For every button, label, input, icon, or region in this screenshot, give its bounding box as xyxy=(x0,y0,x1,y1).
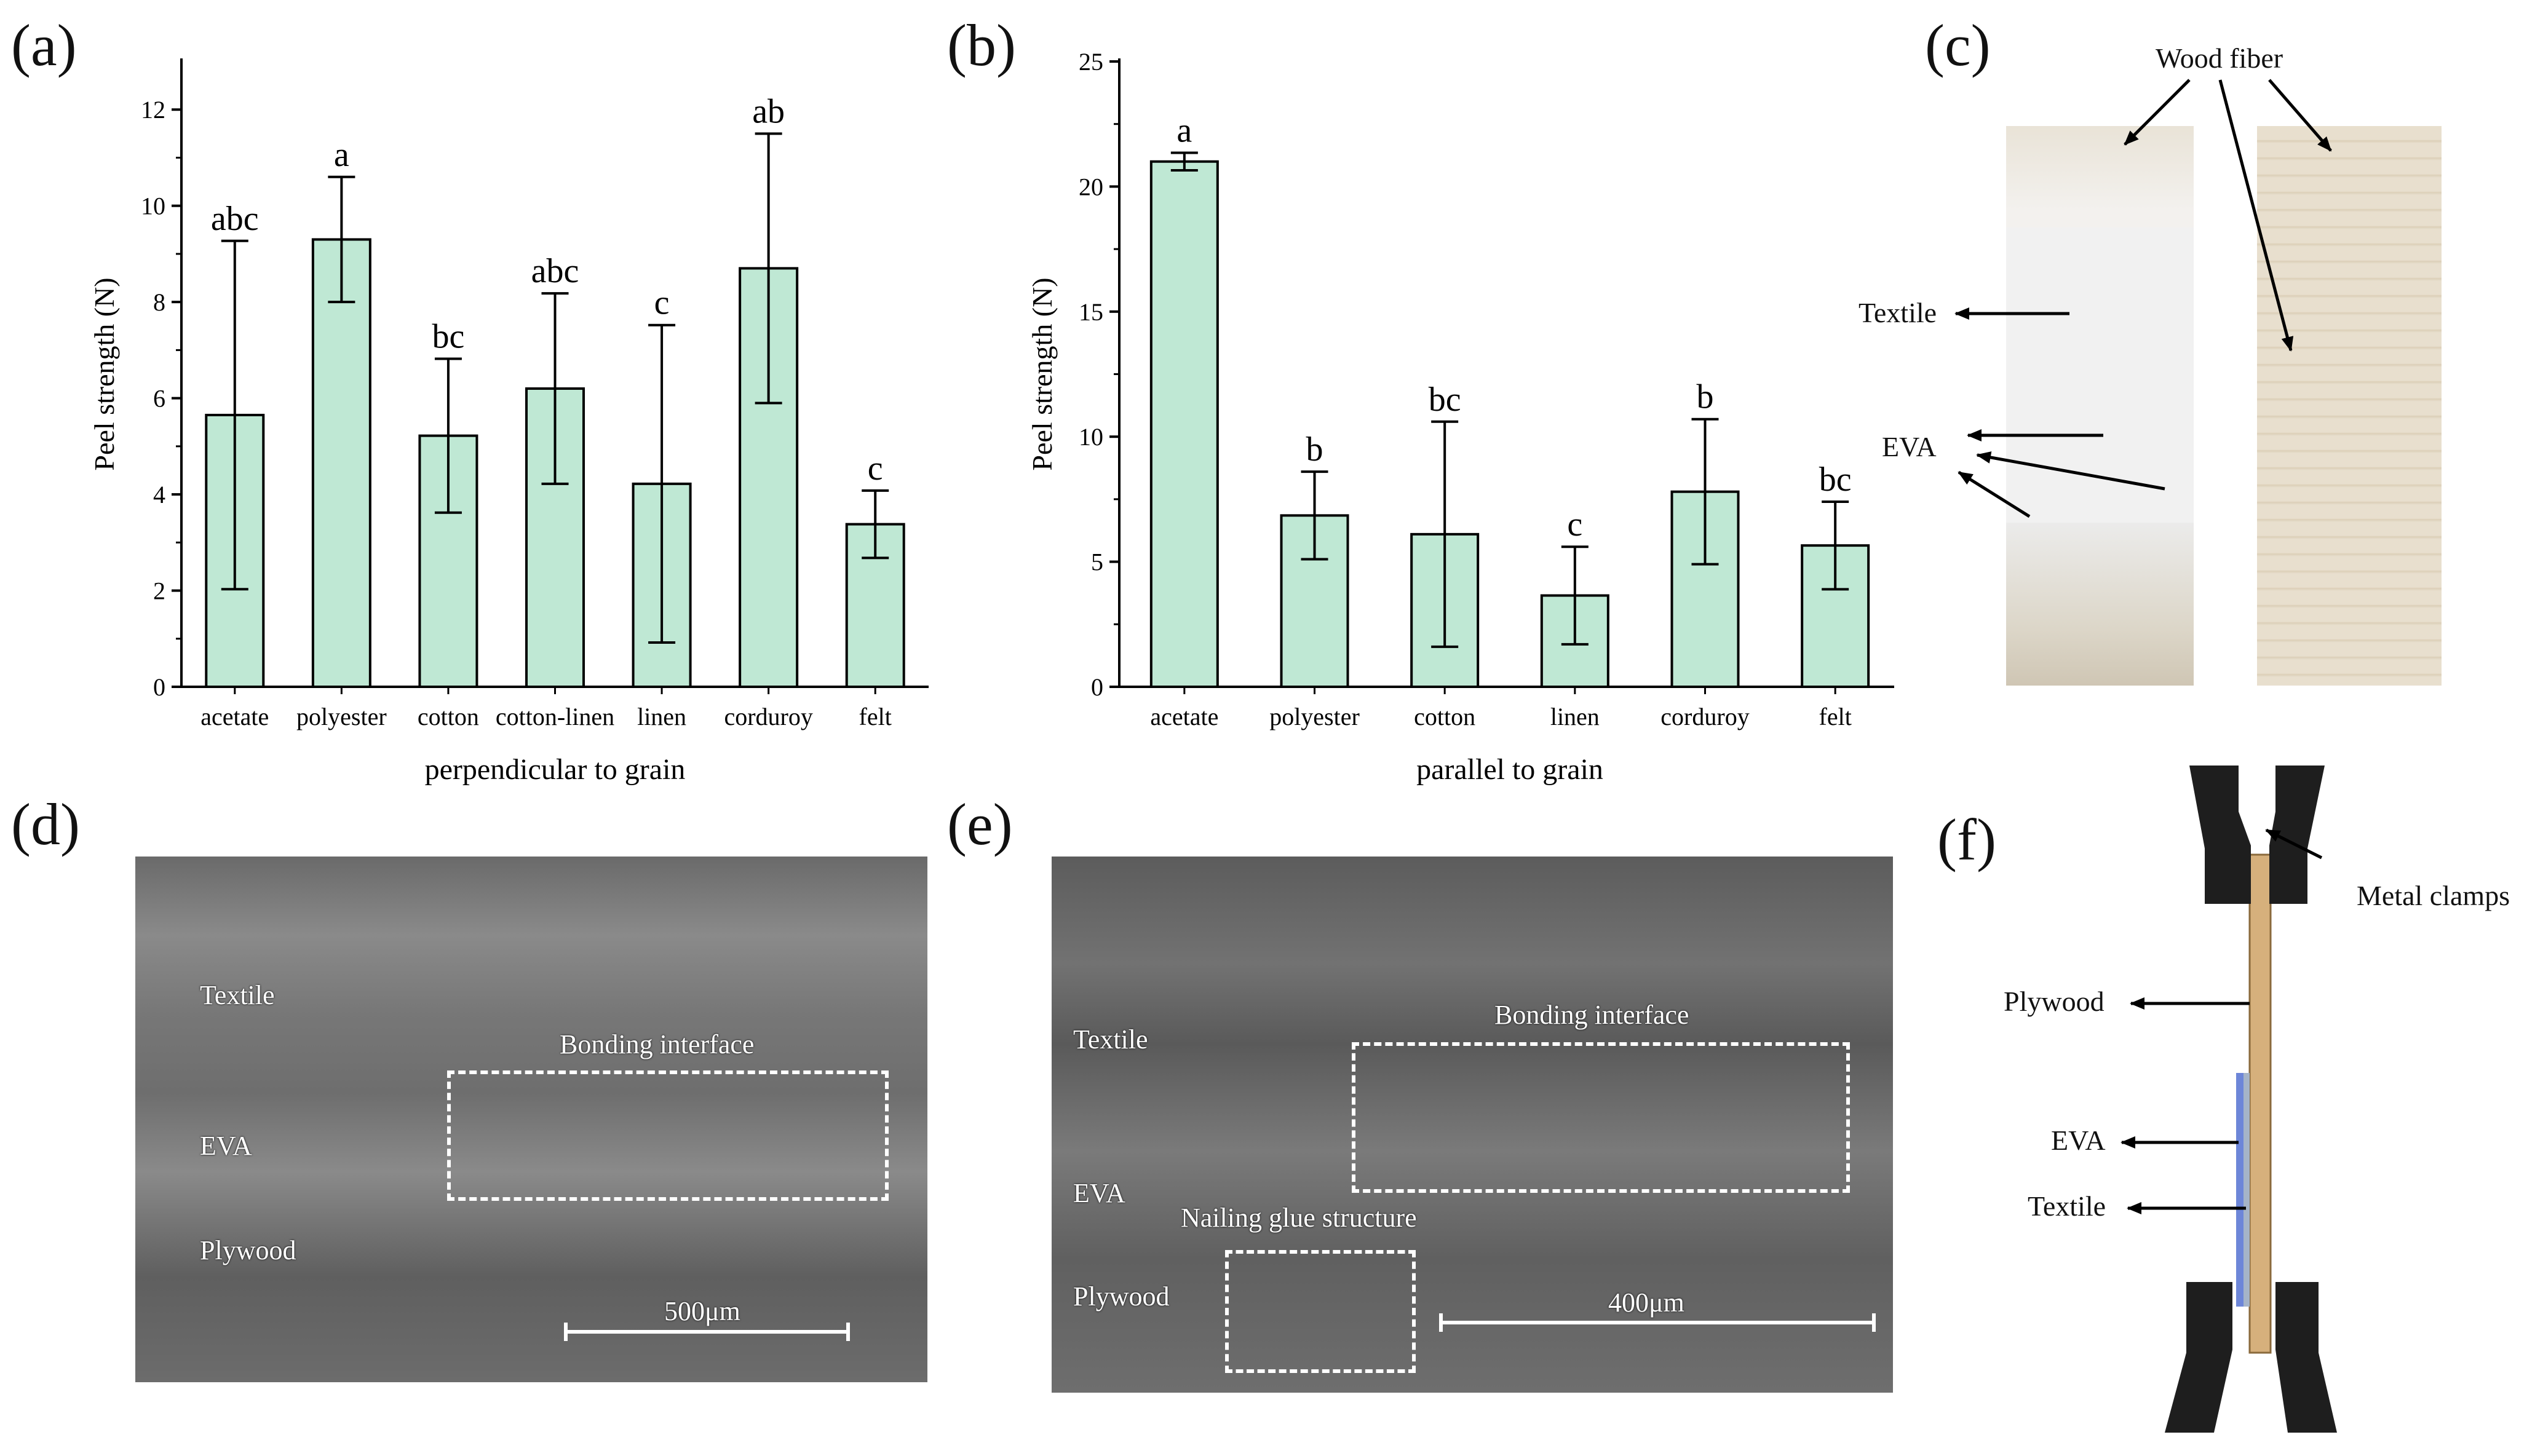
label-plywood-e: Plywood xyxy=(1073,1281,1170,1312)
x-tick-label-b-acetate: acetate xyxy=(1150,703,1218,730)
y-tick-label-a: 6 xyxy=(153,385,165,413)
x-tick-label-b-felt: felt xyxy=(1819,703,1852,730)
significance-letter-a-polyester: a xyxy=(334,136,349,174)
y-tick-label-b: 15 xyxy=(1079,298,1103,326)
y-tick-label-b: 5 xyxy=(1091,548,1103,576)
significance-letter-a-cotton: bc xyxy=(432,317,464,355)
scale-label-d: 500μm xyxy=(664,1296,740,1326)
scale-label-e: 400μm xyxy=(1608,1288,1684,1318)
eva-layer-f xyxy=(2236,1073,2243,1307)
plywood-strip xyxy=(2248,853,2272,1354)
x-tick-label-b-linen: linen xyxy=(1550,703,1600,730)
top-clamp-left xyxy=(2189,766,2251,904)
significance-letter-a-linen: c xyxy=(654,284,670,322)
x-tick-label-a-corduroy: corduroy xyxy=(724,703,812,730)
top-clamp-right xyxy=(2269,766,2325,904)
significance-letter-a-corduroy: ab xyxy=(752,92,785,130)
y-tick-label-a: 0 xyxy=(153,673,165,701)
panel-label-e: (e) xyxy=(947,791,1013,857)
y-tick-label-a: 10 xyxy=(141,192,165,220)
peel-photo-right xyxy=(2257,126,2442,686)
panel-label-c: (c) xyxy=(1925,12,1991,78)
x-tick-label-b-corduroy: corduroy xyxy=(1660,703,1749,730)
x-tick-label-a-cotton: cotton xyxy=(418,703,479,730)
x-axis-label-b: parallel to grain xyxy=(1416,753,1603,786)
label-metal-clamps: Metal clamps xyxy=(2357,880,2510,911)
label-textile-c: Textile xyxy=(1859,297,1937,328)
nailing-structure-box-e xyxy=(1225,1250,1416,1373)
significance-letter-b-polyester: b xyxy=(1306,430,1323,469)
label-plywood-f: Plywood xyxy=(2004,986,2105,1017)
significance-letter-b-cotton: bc xyxy=(1429,381,1461,419)
label-wood-fiber: Wood fiber xyxy=(2156,42,2283,74)
x-tick-label-a-felt: felt xyxy=(859,703,892,730)
y-tick-label-b: 25 xyxy=(1079,48,1103,76)
y-tick-label-b: 20 xyxy=(1079,173,1103,200)
label-bonding-e: Bonding interface xyxy=(1494,1000,1689,1030)
label-textile-e: Textile xyxy=(1073,1024,1148,1054)
significance-letter-b-felt: bc xyxy=(1819,461,1852,499)
y-tick-label-a: 2 xyxy=(153,577,165,605)
arrow-clamps xyxy=(2265,828,2323,860)
significance-letter-a-acetate: abc xyxy=(211,200,259,238)
x-tick-label-a-polyester: polyester xyxy=(296,703,387,730)
significance-letter-b-corduroy: b xyxy=(1697,378,1714,416)
y-tick-label-b: 0 xyxy=(1091,673,1103,701)
label-eva-e: EVA xyxy=(1073,1178,1125,1208)
label-plywood-d: Plywood xyxy=(200,1235,296,1265)
bar-a-polyester xyxy=(311,238,371,688)
y-tick-label-a: 8 xyxy=(153,288,165,316)
label-eva-f: EVA xyxy=(2051,1125,2106,1156)
bar-b-acetate xyxy=(1149,160,1219,689)
arrow-eva-c-2 xyxy=(1976,451,2165,491)
y-tick-label-a: 4 xyxy=(153,481,165,508)
label-nailing-e: Nailing glue structure xyxy=(1181,1203,1417,1233)
y-axis-label-a: Peel strength (N) xyxy=(89,277,120,470)
panel-label-a: (a) xyxy=(11,12,77,78)
panel-label-b: (b) xyxy=(947,12,1016,78)
y-tick-label-a: 12 xyxy=(141,96,165,124)
bar-charts: 0 2 4 6 8 10 12 Peel strength (N) perpendicular … xyxy=(89,48,1894,786)
y-tick-label-b: 10 xyxy=(1079,423,1103,451)
scale-bar-e xyxy=(1439,1313,1876,1332)
scale-bar-d xyxy=(564,1323,850,1341)
label-bonding-d: Bonding interface xyxy=(560,1029,755,1059)
bonding-interface-box-d xyxy=(447,1070,889,1201)
x-tick-label-a-cotton-linen: cotton-linen xyxy=(496,703,614,730)
significance-letter-a-felt: c xyxy=(868,449,883,488)
sem-image-e: Textile Bonding interface EVA Nailing gl… xyxy=(1052,857,1893,1393)
significance-letter-a-cotton-linen: abc xyxy=(531,252,579,290)
arrow-wood-fiber-2 xyxy=(2218,79,2294,352)
x-tick-label-b-polyester: polyester xyxy=(1269,703,1360,730)
arrow-wood-fiber-1 xyxy=(2124,79,2191,146)
bonding-interface-box-e xyxy=(1352,1042,1850,1193)
sem-image-d: Textile Bonding interface EVA Plywood 50… xyxy=(135,857,927,1382)
significance-letter-b-linen: c xyxy=(1567,505,1582,544)
textile-layer-f xyxy=(2243,1073,2250,1307)
x-tick-label-a-acetate: acetate xyxy=(200,703,269,730)
y-axis-label-b: Peel strength (N) xyxy=(1026,277,1058,470)
textile-layer xyxy=(2006,228,2194,523)
label-textile-d: Textile xyxy=(200,980,275,1010)
x-tick-label-a-linen: linen xyxy=(637,703,686,730)
label-textile-f: Textile xyxy=(2028,1190,2106,1222)
x-axis-label-a: perpendicular to grain xyxy=(425,753,686,786)
x-tick-label-b-cotton: cotton xyxy=(1414,703,1475,730)
arrow-eva-c-3 xyxy=(1958,470,2031,518)
label-eva-d: EVA xyxy=(200,1131,252,1161)
significance-letter-b-acetate: a xyxy=(1176,111,1192,149)
panel-label-d: (d) xyxy=(11,791,80,857)
arrow-wood-fiber-3 xyxy=(2268,79,2332,152)
bottom-clamp-right xyxy=(2275,1282,2337,1433)
bottom-clamp-left xyxy=(2165,1282,2232,1433)
panel-label-f: (f) xyxy=(1937,807,1996,872)
label-eva-c: EVA xyxy=(1882,431,1937,462)
